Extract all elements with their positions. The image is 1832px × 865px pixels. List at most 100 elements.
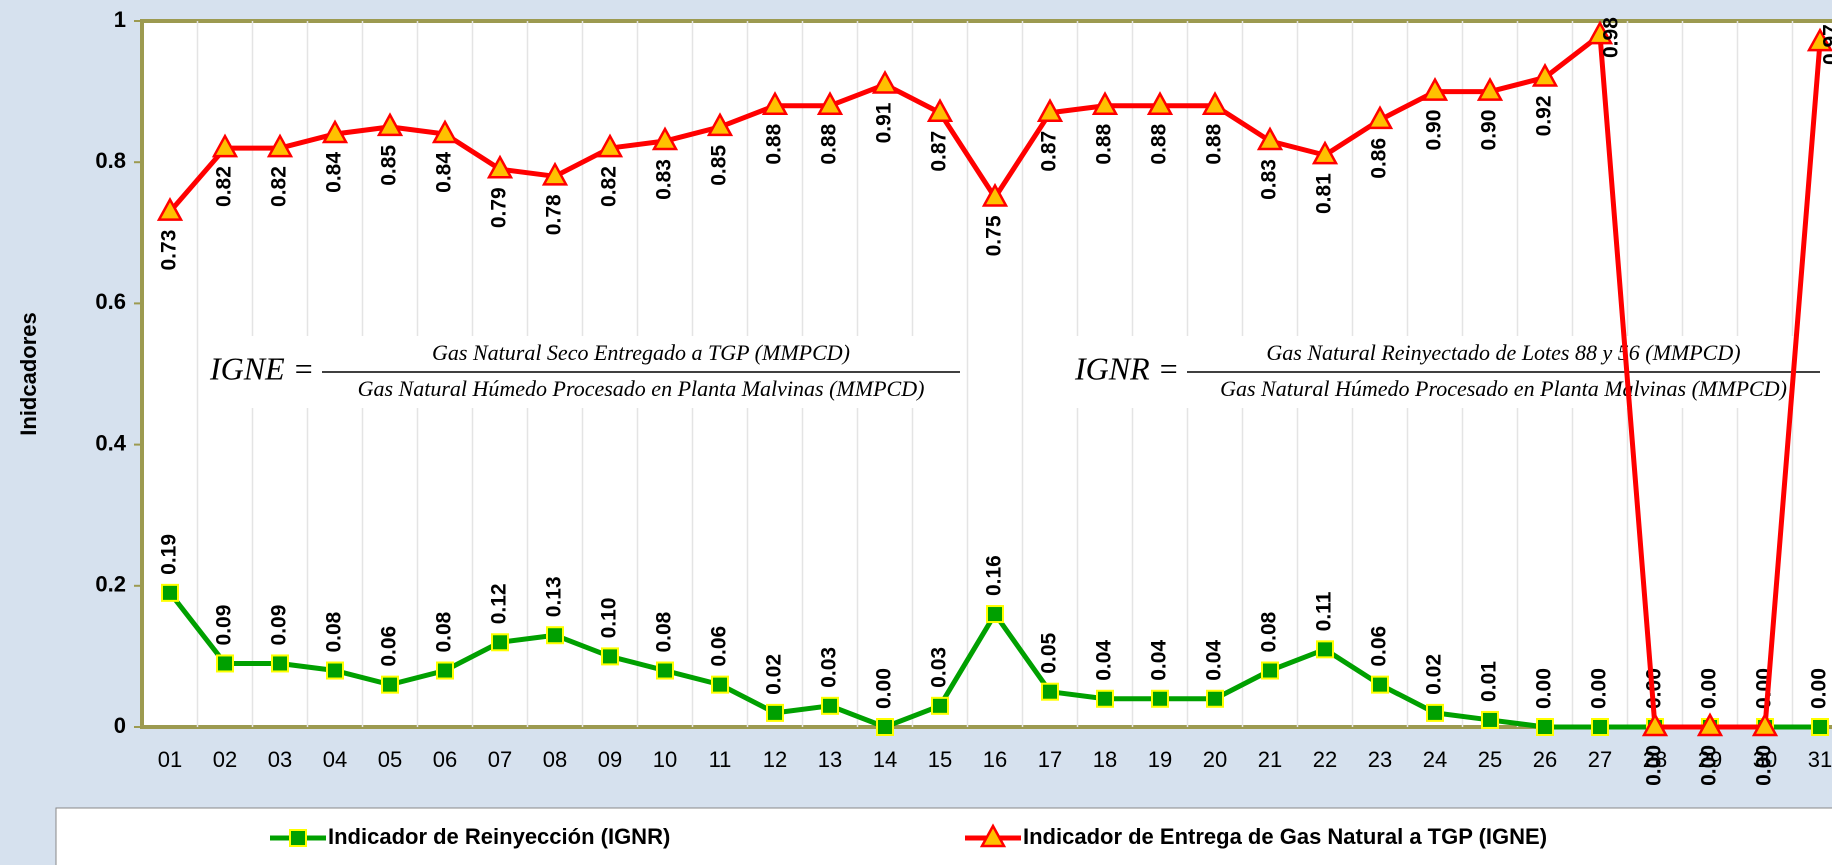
x-tick-label: 26: [1533, 747, 1557, 772]
marker: [1366, 105, 1394, 130]
x-tick-label: 16: [983, 747, 1007, 772]
x-tick-label: 30: [1753, 747, 1777, 772]
marker: [1201, 91, 1229, 115]
x-tick-label: 27: [1588, 747, 1612, 772]
x-tick-label: 21: [1258, 747, 1282, 772]
data-label: 0.00: [1698, 668, 1721, 709]
x-tick-label: 05: [378, 747, 402, 772]
data-label: 0.03: [928, 647, 951, 688]
data-label: 0.00: [1588, 668, 1611, 709]
marker: [706, 112, 734, 137]
marker: [816, 91, 844, 115]
data-label: 0.02: [763, 654, 786, 695]
data-label: 0.11: [1313, 591, 1336, 631]
data-label: 0.08: [323, 611, 346, 652]
marker: [1586, 20, 1614, 45]
marker: [1151, 689, 1169, 708]
data-label: 0.03: [818, 647, 841, 688]
x-tick-label: 08: [543, 747, 567, 772]
data-label: 0.02: [1423, 654, 1446, 695]
data-label: 0.00: [1698, 745, 1721, 786]
data-label: 0.88: [763, 123, 786, 164]
legend-marker: [979, 823, 1007, 848]
data-label: 0.88: [1203, 123, 1226, 164]
data-label: 0.97: [1820, 24, 1832, 65]
x-tick-label: 15: [928, 747, 952, 772]
marker: [596, 133, 624, 158]
x-tick-label: 09: [598, 747, 622, 772]
marker: [326, 661, 344, 680]
marker: [1371, 675, 1389, 694]
data-label: 0.16: [983, 555, 1006, 596]
marker: [1426, 703, 1444, 722]
marker: [1256, 126, 1284, 151]
data-label: 0.88: [818, 123, 841, 164]
data-label: 0.87: [928, 131, 951, 172]
marker: [266, 133, 294, 158]
data-label: 0.90: [1423, 110, 1446, 151]
marker: [376, 112, 404, 137]
marker: [541, 161, 569, 186]
marker: [651, 126, 679, 151]
marker: [381, 675, 399, 694]
data-label: 0.75: [983, 215, 1006, 256]
data-label: 0.04: [1203, 640, 1226, 681]
data-label: 0.06: [1368, 626, 1391, 667]
marker: [1806, 27, 1832, 52]
data-label: 0.86: [1368, 138, 1391, 179]
marker: [161, 583, 179, 602]
x-tick-label: 07: [488, 747, 512, 772]
x-tick-label: 19: [1148, 747, 1172, 772]
marker: [271, 654, 289, 673]
data-label: 0.00: [1808, 668, 1831, 709]
y-tick-label: 0.4: [95, 430, 126, 455]
data-label: 0.91: [873, 102, 896, 143]
data-label: 0.88: [1148, 123, 1171, 164]
x-tick-label: 03: [268, 747, 292, 772]
data-label: 0.04: [1148, 640, 1171, 681]
y-tick-label: 0.2: [95, 572, 126, 597]
marker: [1751, 712, 1779, 737]
marker: [821, 696, 839, 715]
data-label: 0.06: [708, 626, 731, 667]
marker: [1641, 712, 1669, 737]
data-label: 0.04: [1093, 640, 1116, 681]
data-label: 0.82: [598, 166, 621, 207]
x-tick-label: 01: [158, 747, 182, 772]
marker: [486, 154, 514, 179]
x-tick-label: 23: [1368, 747, 1392, 772]
data-label: 0.00: [1533, 668, 1556, 709]
marker: [876, 718, 894, 736]
marker: [986, 605, 1004, 624]
marker: [1091, 91, 1119, 115]
y-axis-title: Inidcadores: [16, 312, 41, 435]
data-label: 0.08: [653, 611, 676, 652]
marker: [1311, 140, 1339, 165]
y-tick-label: 0.8: [95, 148, 126, 173]
marker: [1146, 91, 1174, 115]
y-tick-label: 1: [114, 7, 126, 32]
data-label: 0.73: [158, 230, 181, 271]
marker: [1261, 661, 1279, 680]
data-label: 0.82: [268, 166, 291, 207]
marker: [1476, 77, 1504, 101]
data-label: 0.83: [653, 159, 676, 200]
x-tick-label: 20: [1203, 747, 1227, 772]
data-label: 0.85: [378, 145, 401, 186]
x-tick-label: 18: [1093, 747, 1117, 772]
data-label: 0.09: [213, 605, 236, 646]
marker: [931, 696, 949, 715]
formula-lhs: IGNE =: [209, 350, 314, 386]
data-label: 0.81: [1313, 173, 1336, 214]
x-tick-label: 24: [1423, 747, 1447, 772]
data-label: 0.00: [873, 668, 896, 709]
marker: [1811, 718, 1829, 736]
marker: [431, 119, 459, 144]
x-tick-label: 17: [1038, 747, 1062, 772]
series: 0.19 0.09 0.09 0.08 0.06 0.08 0.12 0.13 0.10 0.08…: [156, 17, 1832, 786]
marker: [211, 133, 239, 158]
data-label: 0.84: [433, 152, 456, 193]
x-tick-label: 02: [213, 747, 237, 772]
